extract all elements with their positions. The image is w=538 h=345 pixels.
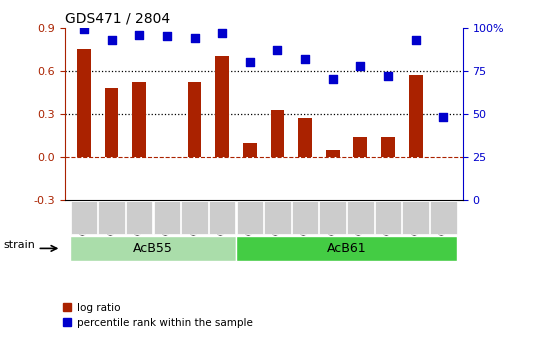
Bar [409, 75, 422, 157]
Bar [353, 137, 367, 157]
Bar [326, 150, 339, 157]
FancyBboxPatch shape [320, 201, 346, 234]
FancyBboxPatch shape [70, 236, 236, 261]
Point [412, 37, 420, 42]
Text: AcB61: AcB61 [327, 242, 366, 255]
FancyBboxPatch shape [292, 201, 318, 234]
FancyBboxPatch shape [430, 201, 457, 234]
FancyBboxPatch shape [264, 201, 291, 234]
FancyBboxPatch shape [181, 201, 208, 234]
Point [80, 27, 88, 32]
Point [218, 30, 226, 36]
Bar [381, 137, 395, 157]
Point [439, 115, 448, 120]
FancyBboxPatch shape [375, 201, 401, 234]
Bar [132, 82, 146, 157]
Text: strain: strain [4, 240, 36, 250]
Bar [243, 142, 257, 157]
Point [328, 77, 337, 82]
Point [273, 47, 282, 53]
Point [384, 73, 392, 79]
FancyBboxPatch shape [153, 201, 180, 234]
Bar [298, 118, 312, 157]
Legend: log ratio, percentile rank within the sample: log ratio, percentile rank within the sa… [59, 298, 257, 332]
Bar [188, 82, 201, 157]
Text: AcB55: AcB55 [133, 242, 173, 255]
Point [107, 37, 116, 42]
Point [162, 33, 171, 39]
Point [356, 63, 365, 68]
Point [245, 59, 254, 65]
FancyBboxPatch shape [402, 201, 429, 234]
Point [190, 35, 199, 41]
Bar [105, 88, 118, 157]
FancyBboxPatch shape [126, 201, 152, 234]
Bar [77, 49, 91, 157]
FancyBboxPatch shape [98, 201, 125, 234]
Bar [271, 110, 285, 157]
FancyBboxPatch shape [237, 201, 263, 234]
Point [301, 56, 309, 61]
FancyBboxPatch shape [347, 201, 374, 234]
FancyBboxPatch shape [236, 236, 457, 261]
Text: GDS471 / 2804: GDS471 / 2804 [65, 11, 169, 25]
FancyBboxPatch shape [209, 201, 236, 234]
FancyBboxPatch shape [70, 201, 97, 234]
Point [135, 32, 144, 37]
Bar [215, 56, 229, 157]
